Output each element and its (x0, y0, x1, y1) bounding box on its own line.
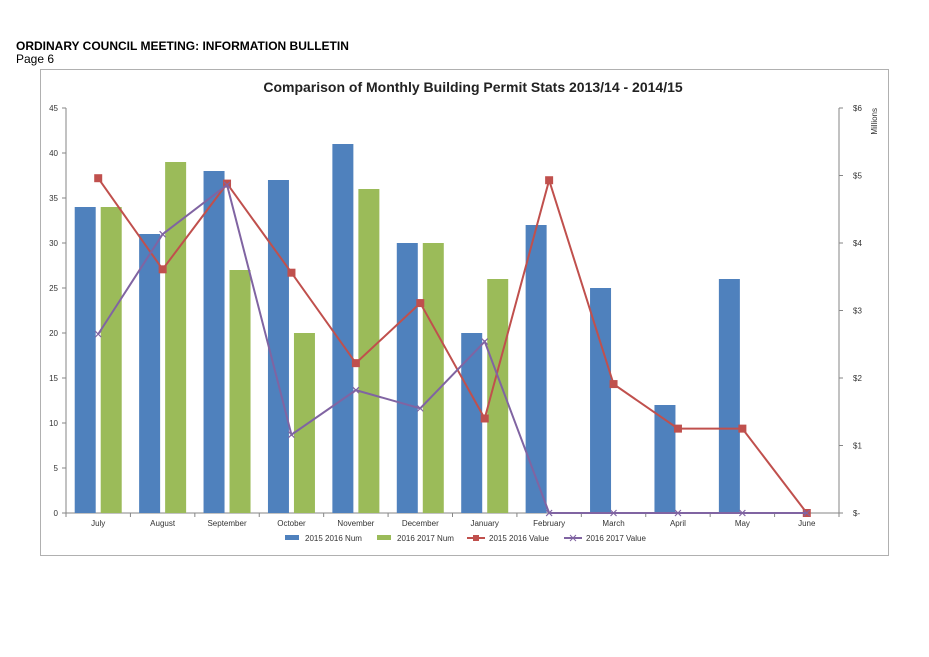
y-right-tick-label: $3 (853, 307, 862, 316)
bar (590, 288, 612, 513)
line-point-marker (674, 509, 682, 517)
legend-marker (569, 534, 577, 542)
y-right-tick-label: $4 (853, 239, 862, 248)
series-line (97, 183, 807, 514)
chart-frame: Comparison of Monthly Building Permit St… (40, 69, 889, 556)
x-tick-label: September (207, 519, 246, 528)
y-right-tick-label: $5 (853, 172, 862, 181)
legend: 2015 2016 Num 2016 2017 Num 2015 2016 Valu… (285, 534, 646, 543)
bar (396, 243, 418, 513)
x-tick-label: February (533, 519, 565, 528)
y-left-tick-label: 10 (49, 419, 58, 428)
line-point-marker (609, 380, 618, 389)
y-left-tick-label: 25 (49, 284, 58, 293)
bar (229, 270, 251, 513)
x-tick-label: October (277, 519, 306, 528)
legend-label: 2015 2016 Value (489, 534, 549, 543)
line-point-marker (738, 424, 747, 433)
line-point-marker (223, 181, 231, 189)
bars-layer (74, 144, 740, 513)
lines-layer (94, 174, 811, 517)
x-tick-label: May (735, 519, 750, 528)
x-tick-label: July (91, 519, 105, 528)
series-line (97, 176, 808, 514)
line-point-marker (288, 431, 295, 439)
y-left-tick-label: 45 (49, 104, 58, 113)
legend-label: 2016 2017 Value (586, 534, 646, 543)
y-left-tick-label: 0 (54, 509, 59, 518)
line-point-marker (803, 509, 811, 517)
line-point-marker (158, 265, 167, 274)
line-point-marker (545, 176, 554, 185)
bar (203, 171, 225, 513)
line-point-marker (94, 330, 102, 338)
bar (74, 207, 96, 513)
line-point-marker (481, 338, 489, 345)
y-right-axis-label: Millions (870, 108, 879, 135)
legend-label: 2015 2016 Num (305, 534, 362, 543)
document-header: ORDINARY COUNCIL MEETING: INFORMATION BU… (16, 40, 349, 66)
legend-swatch (377, 535, 391, 540)
legend-swatch (285, 535, 299, 540)
y-left-tick-label: 40 (49, 149, 58, 158)
bar (165, 162, 187, 513)
bar (654, 405, 676, 513)
x-tick-label: January (470, 519, 498, 528)
line-point-marker (352, 386, 360, 394)
y-right-tick-label: $6 (853, 104, 862, 113)
line-point-marker (545, 509, 553, 517)
page-number: Page 6 (16, 52, 55, 66)
line-point-marker (94, 174, 103, 183)
bar (100, 207, 122, 513)
x-tick-label: December (402, 519, 439, 528)
bar (487, 279, 509, 513)
x-tick-label: November (337, 519, 374, 528)
chart-title: Comparison of Monthly Building Permit St… (263, 79, 683, 95)
y-left-tick-label: 5 (54, 464, 59, 473)
axes: 0 5 10 15 20 25 30 35 40 45 $- $1 $2 $3 $4 $5 $6 July Augu… (49, 104, 862, 528)
line-point-marker (673, 424, 682, 433)
x-tick-label: March (602, 519, 624, 528)
bar (332, 144, 354, 513)
legend-marker (473, 535, 479, 541)
chart: Comparison of Monthly Building Permit St… (49, 79, 879, 543)
y-left-tick-label: 30 (49, 239, 58, 248)
line-point-marker (287, 268, 296, 277)
document-title: ORDINARY COUNCIL MEETING: INFORMATION BU… (16, 39, 349, 53)
line-point-marker (223, 179, 232, 188)
y-right-tick-label: $- (853, 509, 860, 518)
line-point-marker (480, 414, 489, 423)
legend-label: 2016 2017 Num (397, 534, 454, 543)
line-point-marker (416, 404, 424, 412)
y-right-tick-label: $2 (853, 374, 862, 383)
line-point-marker (610, 509, 617, 517)
bar (718, 279, 740, 513)
x-tick-label: June (798, 519, 816, 528)
y-right-tick-label: $1 (853, 442, 862, 451)
x-tick-label: August (150, 519, 176, 528)
bar (139, 234, 161, 513)
bar (525, 225, 547, 513)
bar (422, 243, 444, 513)
line-point-marker (738, 509, 746, 517)
bar (461, 333, 483, 513)
y-left-tick-label: 15 (49, 374, 58, 383)
line-point-marker (351, 359, 360, 368)
line-point-marker (159, 230, 167, 238)
y-left-tick-label: 35 (49, 194, 58, 203)
bar (293, 333, 315, 513)
y-left-tick-label: 20 (49, 329, 58, 338)
x-tick-label: April (670, 519, 686, 528)
line-point-marker (416, 299, 425, 308)
bar (267, 180, 289, 513)
